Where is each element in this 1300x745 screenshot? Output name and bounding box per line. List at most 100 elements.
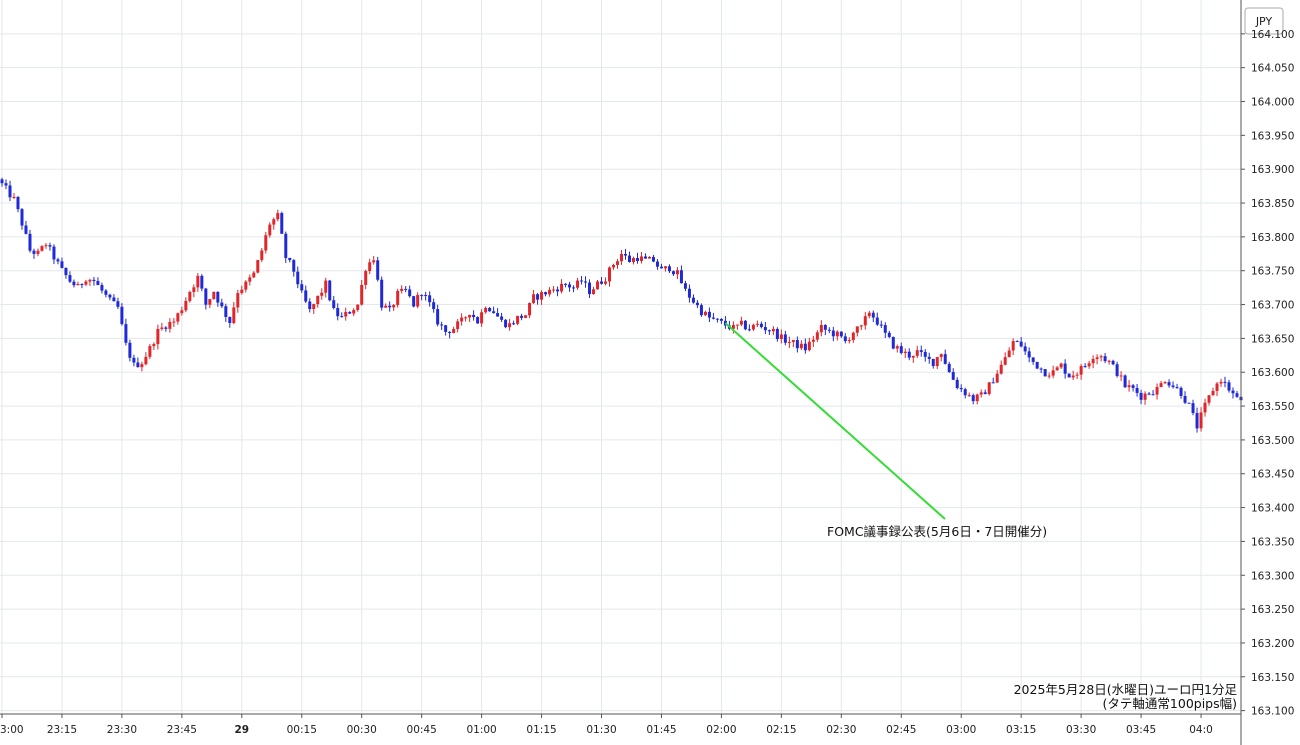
candle-body [372,260,376,263]
candle-body [88,279,92,282]
candle-body [588,282,592,295]
candle-body [100,285,104,291]
candle-body [995,373,999,383]
candle-body [304,290,308,302]
candle-body [871,312,875,318]
candle-body [1219,381,1223,384]
candle-body [887,332,891,337]
candle-body [188,292,192,301]
candle-body [568,284,572,288]
candle-body [1223,381,1227,383]
candle-body [308,301,312,310]
candle-body [364,271,368,285]
candle-body [572,287,576,289]
time-tick-label: 00:15 [287,724,317,736]
candle-body [739,320,743,325]
candle-body [168,321,172,329]
candle-body [899,346,903,353]
candle-body [627,255,631,263]
candle-body [16,196,20,210]
candle-body [148,346,152,357]
candle-body [1031,357,1035,362]
candle-body [911,355,915,358]
price-tick-label: 164.100 [1251,29,1294,41]
candle-body [1127,385,1131,388]
price-tick-label: 163.700 [1251,300,1294,312]
price-tick-label: 163.300 [1251,570,1294,582]
candle-body [935,357,939,367]
candle-body [72,281,76,286]
candle-body [296,271,300,285]
time-tick-label: 01:00 [466,724,496,736]
candle-body [464,317,468,319]
candle-body [164,327,168,329]
candle-body [436,309,440,325]
candle-body [368,262,372,272]
candle-body [1199,412,1203,429]
candle-body [635,258,639,261]
candle-body [687,288,691,298]
candle-body [927,356,931,359]
price-tick-label: 163.650 [1251,333,1294,345]
candle-body [1159,383,1163,388]
candle-body [631,258,635,263]
candle-body [484,307,488,313]
candle-body [1215,383,1219,391]
candle-body [92,279,96,282]
candle-body [52,246,56,260]
candle-body [1015,341,1019,343]
time-tick-label: 29 [234,724,249,736]
candle-body [524,315,528,318]
candle-body [176,313,180,322]
candle-body [448,331,452,334]
candle-body [1151,394,1155,396]
candle-body [520,315,524,318]
candle-body [1155,387,1159,395]
candle-body [20,209,24,226]
candle-body [540,292,544,300]
candle-body [384,305,388,308]
candle-body [1027,351,1031,358]
candle-body [240,289,244,294]
candle-body [124,324,128,343]
time-tick-label: 01:45 [646,724,676,736]
candle-body [1003,357,1007,365]
candle-body [76,284,80,286]
time-tick-label: 23:30 [107,724,137,736]
candle-body [659,266,663,269]
candle-body [252,272,256,278]
candle-body [1019,341,1023,347]
candle-body [68,275,72,282]
candle-body [456,321,460,330]
candle-body [1211,390,1215,396]
candle-body [759,323,763,328]
candle-body [8,185,12,198]
candle-body [1167,382,1171,386]
candle-body [228,316,232,323]
candle-body [703,311,707,316]
candle-body [623,253,627,256]
candle-body [528,302,532,316]
candle-body [260,250,264,261]
candle-body [96,281,100,286]
candle-body [1091,358,1095,364]
candle-body [691,297,695,303]
price-tick-label: 163.500 [1251,435,1294,447]
candle-body [244,281,248,290]
candle-body [600,281,604,284]
candle-body [344,312,348,317]
candle-body [64,267,68,276]
candle-body [1103,356,1107,362]
time-tick-label: 00:30 [347,724,377,736]
price-tick-label: 163.350 [1251,536,1294,548]
time-axis-ticks: 3:00 23:15 23:30 23:45 29 00:15 00:30 00:45 01:0… [0,714,1213,736]
time-tick-label: 02:30 [826,724,856,736]
candle-body [544,292,548,295]
candle-body [831,330,835,337]
candle-body [320,292,324,296]
candle-body [224,306,228,317]
time-tick-label: 02:15 [766,724,796,736]
price-tick-label: 163.850 [1251,198,1294,210]
candle-body [1111,360,1115,365]
candle-body [1011,341,1015,351]
